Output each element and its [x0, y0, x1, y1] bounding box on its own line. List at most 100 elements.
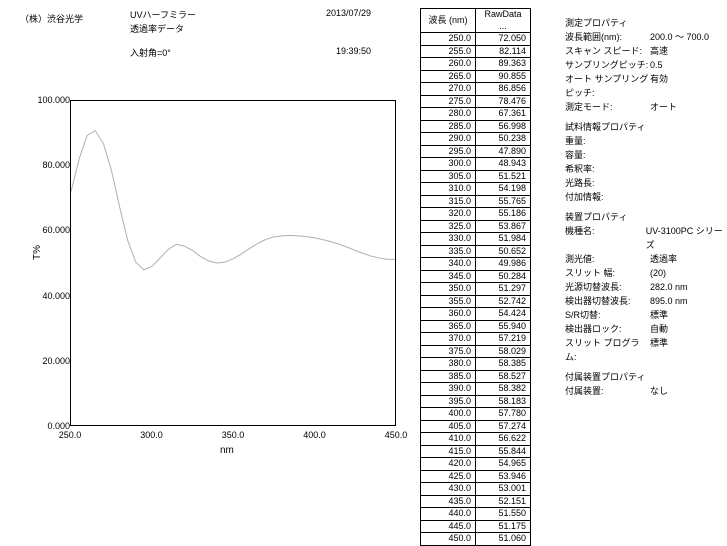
cell-wavelength: 395.0: [421, 395, 476, 408]
incidence-angle: 入射角=0°: [130, 46, 171, 59]
table-row: 325.053.867: [421, 220, 531, 233]
transmittance-chart: 0.00020.00040.00060.00080.000100.000 250…: [40, 90, 410, 470]
table-row: 300.048.943: [421, 158, 531, 171]
table-row: 315.055.765: [421, 195, 531, 208]
table-row: 415.055.844: [421, 445, 531, 458]
cell-rawdata: 50.652: [476, 245, 531, 258]
table-row: 340.049.986: [421, 258, 531, 271]
chart-ylabel: T%: [32, 245, 43, 260]
property-key: 機種名:: [565, 224, 646, 252]
property-key: 光源切替波長:: [565, 280, 650, 294]
cell-wavelength: 415.0: [421, 445, 476, 458]
cell-rawdata: 51.175: [476, 520, 531, 533]
cell-wavelength: 340.0: [421, 258, 476, 271]
property-key: スキャン スピード:: [565, 44, 650, 58]
cell-rawdata: 58.029: [476, 345, 531, 358]
table-row: 410.056.622: [421, 433, 531, 446]
cell-wavelength: 290.0: [421, 133, 476, 146]
property-value: 透過率: [650, 252, 677, 266]
property-row: 重量:: [565, 134, 727, 148]
chart-line: [71, 101, 395, 425]
cell-wavelength: 410.0: [421, 433, 476, 446]
table-row: 355.052.742: [421, 295, 531, 308]
cell-wavelength: 450.0: [421, 533, 476, 546]
cell-rawdata: 58.382: [476, 383, 531, 396]
cell-rawdata: 51.550: [476, 508, 531, 521]
cell-rawdata: 56.622: [476, 433, 531, 446]
table-row: 280.067.361: [421, 108, 531, 121]
cell-rawdata: 51.521: [476, 170, 531, 183]
chart-ytick: 100.000: [37, 95, 70, 105]
company-name: （株）渋谷光学: [20, 12, 83, 25]
table-header-rawdata: RawData ...: [476, 9, 531, 33]
property-key: スリット プログラム:: [565, 336, 650, 364]
cell-wavelength: 425.0: [421, 470, 476, 483]
chart-ytick: 80.000: [42, 160, 70, 170]
table-row: 270.086.856: [421, 83, 531, 96]
cell-wavelength: 270.0: [421, 83, 476, 96]
cell-rawdata: 67.361: [476, 108, 531, 121]
cell-rawdata: 52.151: [476, 495, 531, 508]
cell-rawdata: 55.186: [476, 208, 531, 221]
cell-rawdata: 51.060: [476, 533, 531, 546]
cell-rawdata: 55.940: [476, 320, 531, 333]
cell-rawdata: 53.001: [476, 483, 531, 496]
table-row: 250.072.050: [421, 33, 531, 46]
cell-rawdata: 90.855: [476, 70, 531, 83]
property-key: サンプリングピッチ:: [565, 58, 650, 72]
title-line1: UVハーフミラー: [130, 8, 196, 21]
cell-rawdata: 56.998: [476, 120, 531, 133]
property-row: 測定モード:オート: [565, 100, 727, 114]
cell-wavelength: 280.0: [421, 108, 476, 121]
cell-wavelength: 255.0: [421, 45, 476, 58]
chart-xtick: 350.0: [222, 430, 245, 440]
cell-rawdata: 72.050: [476, 33, 531, 46]
property-section-title: 付属装置プロパティ: [565, 370, 727, 384]
chart-xtick: 400.0: [303, 430, 326, 440]
property-key: 波長範囲(nm):: [565, 30, 650, 44]
cell-rawdata: 53.867: [476, 220, 531, 233]
cell-wavelength: 420.0: [421, 458, 476, 471]
table-row: 390.058.382: [421, 383, 531, 396]
cell-rawdata: 57.274: [476, 420, 531, 433]
property-key: 測光値:: [565, 252, 650, 266]
cell-rawdata: 89.363: [476, 58, 531, 71]
property-key: 光路長:: [565, 176, 650, 190]
table-row: 420.054.965: [421, 458, 531, 471]
table-row: 370.057.219: [421, 333, 531, 346]
property-key: 検出器ロック:: [565, 322, 650, 336]
cell-wavelength: 360.0: [421, 308, 476, 321]
property-row: 検出器切替波長:895.0 nm: [565, 294, 727, 308]
property-value: 895.0 nm: [650, 294, 688, 308]
cell-rawdata: 48.943: [476, 158, 531, 171]
table-row: 400.057.780: [421, 408, 531, 421]
property-value: なし: [650, 384, 668, 398]
cell-rawdata: 57.219: [476, 333, 531, 346]
table-row: 435.052.151: [421, 495, 531, 508]
property-key: スリット 幅:: [565, 266, 650, 280]
cell-rawdata: 58.183: [476, 395, 531, 408]
table-row: 260.089.363: [421, 58, 531, 71]
cell-wavelength: 320.0: [421, 208, 476, 221]
table-row: 395.058.183: [421, 395, 531, 408]
cell-wavelength: 445.0: [421, 520, 476, 533]
cell-rawdata: 86.856: [476, 83, 531, 96]
cell-wavelength: 305.0: [421, 170, 476, 183]
cell-wavelength: 350.0: [421, 283, 476, 296]
cell-wavelength: 315.0: [421, 195, 476, 208]
table-row: 290.050.238: [421, 133, 531, 146]
wavelength-data-table: 波長 (nm) RawData ... 250.072.050255.082.1…: [420, 8, 531, 546]
property-value: 自動: [650, 322, 668, 336]
table-row: 330.051.984: [421, 233, 531, 246]
chart-xtick: 450.0: [385, 430, 408, 440]
cell-wavelength: 385.0: [421, 370, 476, 383]
property-row: 検出器ロック:自動: [565, 322, 727, 336]
table-row: 320.055.186: [421, 208, 531, 221]
property-row: サンプリングピッチ:0.5: [565, 58, 727, 72]
property-value: 高速: [650, 44, 668, 58]
cell-rawdata: 50.284: [476, 270, 531, 283]
property-row: 付属装置:なし: [565, 384, 727, 398]
cell-wavelength: 285.0: [421, 120, 476, 133]
table-row: 305.051.521: [421, 170, 531, 183]
property-key: 検出器切替波長:: [565, 294, 650, 308]
